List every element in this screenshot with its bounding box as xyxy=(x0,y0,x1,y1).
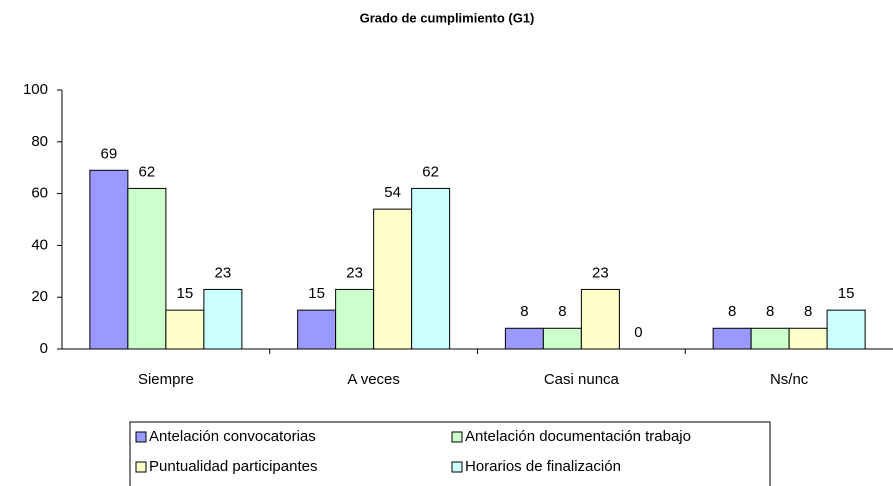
legend-swatch xyxy=(135,431,147,443)
x-tick-label: Casi nunca xyxy=(544,371,620,388)
chart-title: Grado de cumplimiento (G1) xyxy=(360,10,535,25)
data-label: 15 xyxy=(177,285,194,302)
bar xyxy=(297,309,337,350)
data-label: 15 xyxy=(308,285,325,302)
data-label: 15 xyxy=(838,285,855,302)
bar xyxy=(411,187,451,350)
y-tick-label: 100 xyxy=(23,81,48,98)
bar xyxy=(504,327,544,350)
bar xyxy=(712,327,752,350)
data-label: 23 xyxy=(592,264,609,281)
data-label: 62 xyxy=(139,163,156,180)
bar xyxy=(373,208,413,350)
legend-swatch xyxy=(135,461,147,473)
data-label: 8 xyxy=(728,303,736,320)
bar xyxy=(750,327,790,350)
legend-label: Horarios de finalización xyxy=(465,458,621,475)
legend-label: Antelación documentación trabajo xyxy=(465,428,691,445)
y-tick-label: 0 xyxy=(40,340,48,357)
data-label: 8 xyxy=(804,303,812,320)
data-label: 8 xyxy=(558,303,566,320)
x-tick-label: A veces xyxy=(347,371,400,388)
y-tick-label: 20 xyxy=(31,288,48,305)
data-label: 23 xyxy=(215,264,232,281)
bar xyxy=(788,327,828,350)
bar xyxy=(203,288,243,350)
bar xyxy=(127,187,167,350)
bar xyxy=(335,288,375,350)
data-label: 0 xyxy=(634,324,642,341)
bar xyxy=(580,288,620,350)
bar xyxy=(165,309,205,350)
legend-label: Puntualidad participantes xyxy=(149,458,317,475)
y-tick-label: 40 xyxy=(31,236,48,253)
bar xyxy=(542,327,582,350)
legend-swatch xyxy=(451,431,463,443)
legend-box xyxy=(129,421,771,486)
x-tick-label: Siempre xyxy=(138,371,194,388)
legend-swatch xyxy=(451,461,463,473)
data-label: 69 xyxy=(101,145,118,162)
bar xyxy=(89,169,129,350)
y-tick-label: 60 xyxy=(31,185,48,202)
x-tick-label: Ns/nc xyxy=(770,371,809,388)
data-label: 62 xyxy=(422,163,439,180)
data-label: 23 xyxy=(346,264,363,281)
data-label: 54 xyxy=(384,184,401,201)
y-tick-label: 80 xyxy=(31,133,48,150)
data-label: 8 xyxy=(520,303,528,320)
legend-label: Antelación convocatorias xyxy=(149,428,316,445)
bar xyxy=(826,309,866,350)
data-label: 8 xyxy=(766,303,774,320)
